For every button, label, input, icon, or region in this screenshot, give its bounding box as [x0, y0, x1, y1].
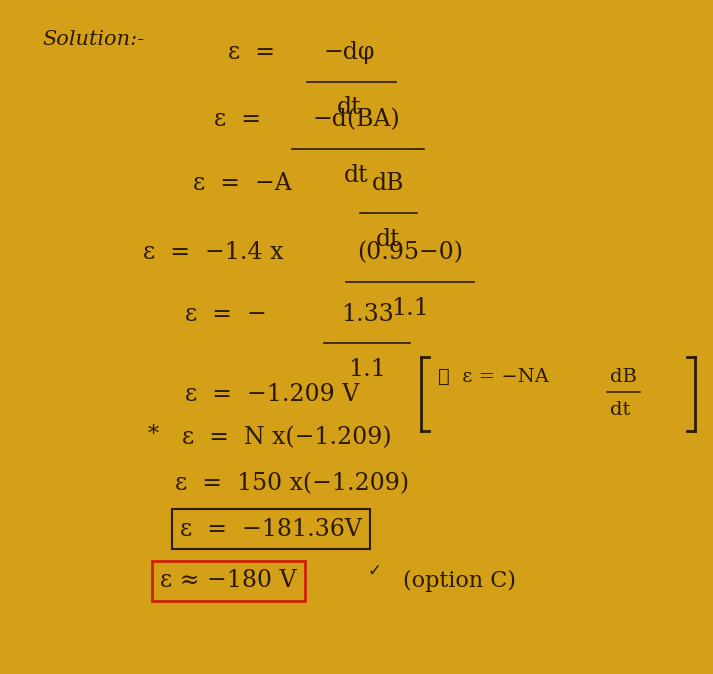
Text: dt: dt	[610, 401, 630, 419]
Text: *: *	[148, 424, 159, 446]
Text: dt: dt	[376, 228, 401, 251]
Text: (option C): (option C)	[403, 570, 515, 592]
Text: 1.1: 1.1	[391, 297, 429, 319]
Text: dt: dt	[344, 164, 369, 187]
Text: dt: dt	[337, 96, 361, 119]
Text: −dφ: −dφ	[324, 41, 375, 64]
Text: ε  =  −1.4 x: ε = −1.4 x	[143, 241, 283, 264]
Text: ε  =  150 x(−1.209): ε = 150 x(−1.209)	[175, 472, 409, 495]
Text: dB: dB	[372, 173, 405, 195]
Text: ε  =  −1.209 V: ε = −1.209 V	[185, 383, 359, 406]
Text: Solution:-: Solution:-	[43, 30, 145, 49]
Text: ✓: ✓	[367, 562, 381, 580]
Text: ε  =  −: ε = −	[185, 303, 267, 326]
Text: ε  =  −A: ε = −A	[193, 173, 299, 195]
Text: 1.1: 1.1	[348, 358, 386, 381]
Text: ∴  ε = −NA: ∴ ε = −NA	[438, 368, 555, 386]
Text: (0.95−0): (0.95−0)	[357, 241, 463, 264]
Text: ε  =: ε =	[214, 109, 276, 131]
Text: −d(BA): −d(BA)	[312, 109, 401, 131]
Text: ε ≈ −180 V: ε ≈ −180 V	[160, 570, 297, 592]
Text: ε  =: ε =	[228, 41, 290, 64]
Text: 1.33: 1.33	[341, 303, 394, 326]
Text: ε  =  N x(−1.209): ε = N x(−1.209)	[182, 427, 391, 450]
Text: ε  =  −181.36V: ε = −181.36V	[180, 518, 362, 541]
Text: dB: dB	[610, 368, 637, 386]
